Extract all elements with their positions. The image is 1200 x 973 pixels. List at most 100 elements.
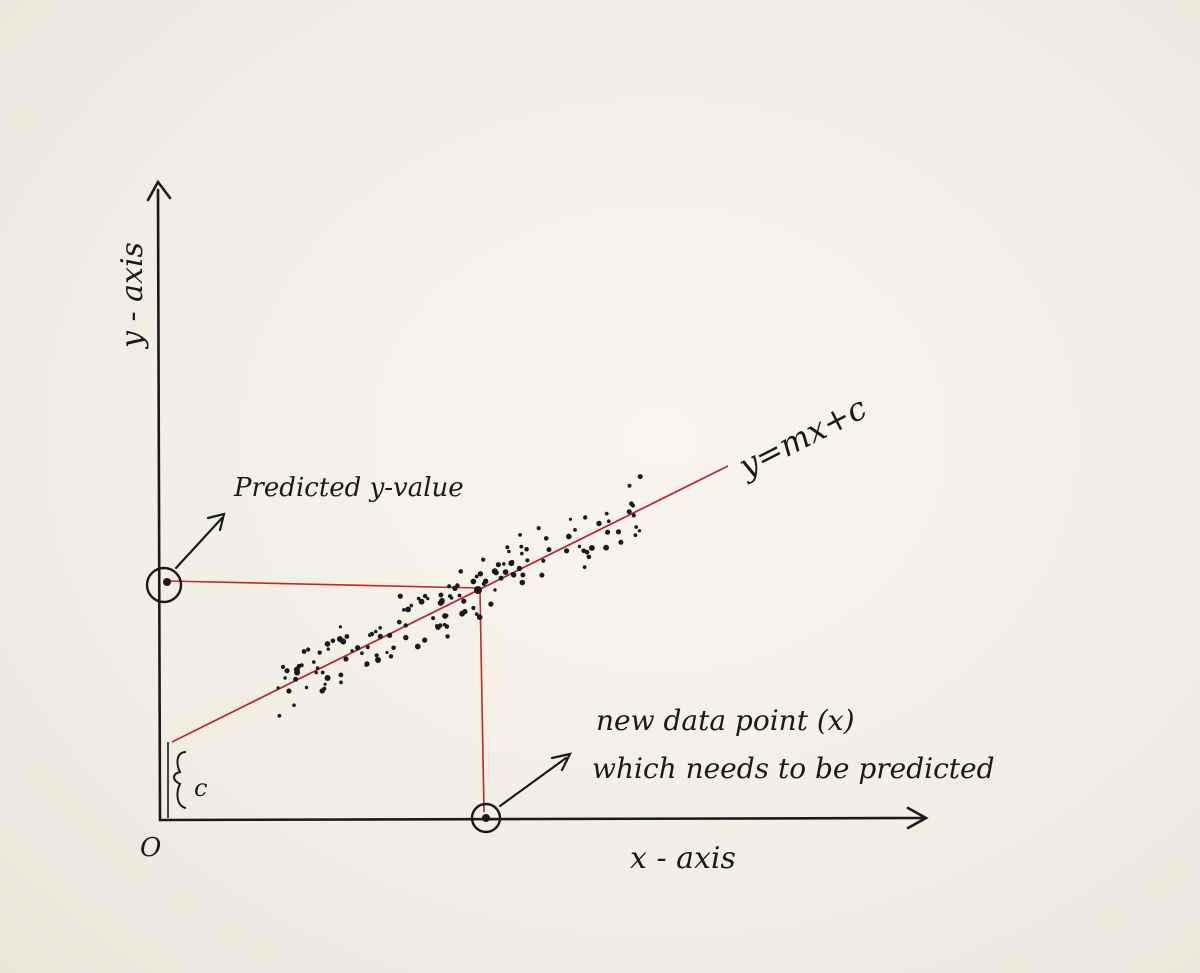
scatter-point xyxy=(312,660,316,664)
y-axis-arrowhead xyxy=(146,179,172,202)
projection-to-x-axis xyxy=(479,591,485,813)
scatter-point xyxy=(519,579,526,586)
predicted-value-arrow xyxy=(174,516,224,570)
intercept-label: c xyxy=(194,774,207,802)
scatter-point xyxy=(583,515,588,520)
scatter-point xyxy=(320,670,325,675)
x-axis-line xyxy=(158,816,927,822)
scatter-point xyxy=(524,547,529,552)
scatter-point xyxy=(403,634,409,641)
scatter-point xyxy=(539,572,545,578)
scatter-point xyxy=(491,568,498,575)
scatter-point xyxy=(319,688,325,694)
prediction-point xyxy=(474,586,482,594)
scatter-point xyxy=(565,533,572,540)
scatter-point xyxy=(607,519,611,523)
new-data-point-dot xyxy=(482,814,490,822)
scatter-point xyxy=(498,575,504,581)
scatter-point xyxy=(507,549,511,554)
scatter-point xyxy=(364,661,370,667)
origin-label: O xyxy=(140,833,161,863)
scatter-point xyxy=(283,676,287,680)
axes xyxy=(146,179,929,830)
scatter-point xyxy=(445,613,449,618)
scatter-point xyxy=(471,605,476,611)
scatter-point xyxy=(326,647,330,651)
scatter-point xyxy=(360,651,364,655)
scatter-point xyxy=(577,544,582,549)
scatter-point xyxy=(457,593,462,598)
scatter-point xyxy=(396,619,402,625)
scatter-point xyxy=(445,634,450,639)
scatter-point xyxy=(633,533,638,538)
scatter-point xyxy=(402,608,406,612)
new-point-label-line2: which needs to be predicted xyxy=(592,752,995,785)
scatter-point xyxy=(367,633,372,637)
scatter-point xyxy=(286,688,292,694)
scatter-point xyxy=(634,525,638,529)
scatter-point xyxy=(604,511,609,516)
scatter-point xyxy=(385,650,389,655)
scatter-point xyxy=(618,539,624,545)
scatter-point xyxy=(435,624,439,628)
predicted-value-label: Predicted y-value xyxy=(233,473,464,503)
scatter-point xyxy=(387,632,393,639)
scatter-point xyxy=(582,565,587,569)
scatter-point xyxy=(403,623,408,628)
scatter-point xyxy=(470,578,477,585)
scatter-point xyxy=(339,680,343,685)
scatter-point xyxy=(442,622,447,627)
scatter-point xyxy=(605,529,611,535)
scatter-point xyxy=(631,513,636,518)
scatter-point xyxy=(462,608,468,615)
scatter-point xyxy=(476,614,483,620)
scatter-point xyxy=(519,544,524,549)
new-point-label-line1: new data point (x) xyxy=(596,704,855,737)
scatter-point xyxy=(374,653,379,658)
scatter-point xyxy=(391,645,396,651)
scatter-point xyxy=(365,645,370,650)
scatter-point xyxy=(315,666,320,670)
scatter-point xyxy=(627,483,632,488)
scatter-point xyxy=(461,598,467,604)
scatter-point xyxy=(280,664,286,670)
scatter-point xyxy=(458,569,464,574)
scatter-point xyxy=(455,583,460,588)
scatter-point xyxy=(324,641,331,647)
scatter-point xyxy=(405,606,411,613)
predicted-value-marker xyxy=(145,566,183,604)
scatter-point xyxy=(493,588,497,592)
scatter-point xyxy=(355,645,361,651)
scatter-point xyxy=(293,676,299,682)
scatter-point xyxy=(589,545,595,551)
predicted-value-arrowhead xyxy=(206,512,226,532)
scatter-point xyxy=(422,637,428,643)
scatter-point xyxy=(536,526,541,531)
scatter-point xyxy=(338,625,342,629)
scatter-point xyxy=(292,703,296,707)
scatter-point xyxy=(630,503,636,508)
scatter-point xyxy=(447,584,452,589)
scatter-point xyxy=(505,545,510,550)
scatter-point xyxy=(516,565,523,572)
scatter-point xyxy=(439,599,445,605)
x-axis-label: x - axis xyxy=(630,841,736,876)
predicted-value-dot xyxy=(163,578,171,586)
scatter-point xyxy=(586,554,592,560)
scatter-point xyxy=(314,670,318,675)
x-axis-arrowhead xyxy=(906,806,929,830)
scatter-point xyxy=(373,629,378,634)
scatter-points xyxy=(276,474,643,718)
scatter-point xyxy=(375,657,381,663)
new-data-point-marker xyxy=(470,802,502,834)
scatter-point xyxy=(525,558,530,563)
scatter-point xyxy=(481,557,486,562)
scatter-point xyxy=(338,672,344,678)
new-point-arrowhead xyxy=(550,752,573,772)
scatter-point xyxy=(284,668,290,674)
scatter-point xyxy=(296,663,302,669)
scatter-point xyxy=(301,649,307,654)
scatter-point xyxy=(502,562,506,566)
scatter-point xyxy=(324,675,331,681)
